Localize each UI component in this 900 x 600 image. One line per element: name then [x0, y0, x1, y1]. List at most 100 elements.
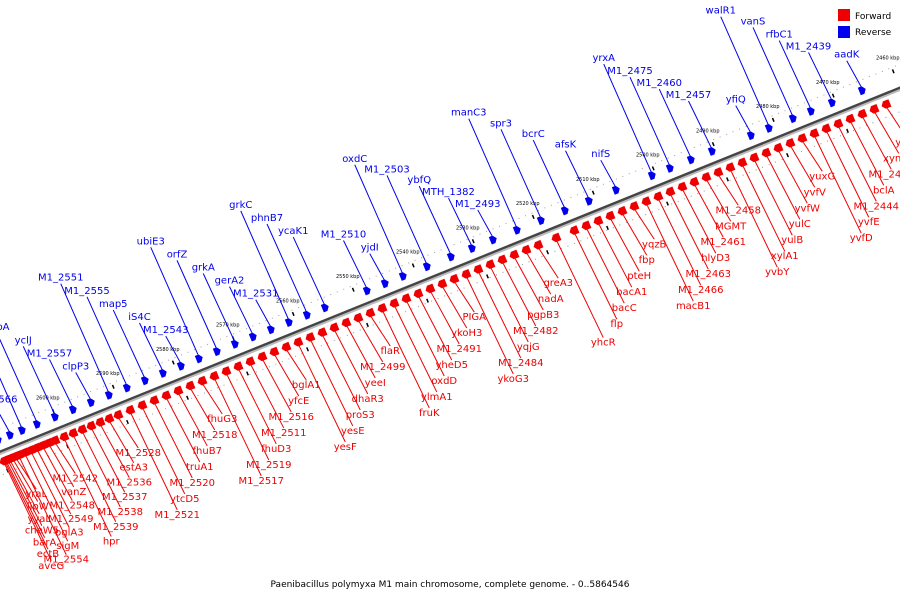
- tick-label: 2550 kbp: [336, 274, 360, 280]
- gene-arrow: [194, 354, 203, 364]
- reverse-gene-label: bcrC: [522, 129, 545, 140]
- reverse-gene-label: manC3: [451, 108, 487, 119]
- reverse-gene-label: yjdI: [361, 243, 379, 254]
- forward-gene-label: M1_2463: [686, 269, 731, 280]
- gene-arrow: [737, 157, 748, 168]
- gene-arrow: [473, 264, 484, 274]
- forward-gene-label: M1_2519: [246, 460, 291, 471]
- reverse-gene-label: M1_2503: [364, 164, 409, 175]
- gene-arrow: [104, 413, 115, 424]
- gene-leader: [91, 429, 126, 493]
- tick-mark: [711, 141, 715, 147]
- forward-gene-label: M1_2440: [869, 169, 900, 180]
- gene-leader: [214, 379, 262, 477]
- gene-leader: [118, 418, 139, 449]
- gene-leader: [418, 297, 453, 361]
- gene-leader: [250, 365, 285, 429]
- forward-gene-label: M1_2536: [107, 477, 152, 488]
- forward-gene-label: ylmA1: [421, 392, 453, 403]
- gene-arrow: [398, 272, 407, 281]
- forward-gene-label: bclA: [873, 185, 895, 196]
- gene-arrow: [665, 186, 676, 197]
- gene-leader: [502, 263, 537, 327]
- forward-gene-label: lipW: [27, 502, 49, 513]
- gene-arrow: [257, 351, 268, 362]
- forward-gene-label: xynX5: [883, 153, 900, 164]
- gene-leader: [382, 311, 430, 409]
- gene-arrow: [701, 172, 712, 182]
- gene-leader: [130, 413, 178, 511]
- forward-gene-label: flp: [610, 319, 623, 330]
- gene-leader: [778, 151, 808, 204]
- forward-gene-label: yvfD: [850, 233, 873, 244]
- gene-arrow: [521, 244, 532, 255]
- gene-arrow: [32, 420, 41, 429]
- gene-arrow: [512, 225, 521, 235]
- tick-mark-lower: [546, 250, 549, 255]
- tick-mark-lower: [186, 395, 189, 400]
- gene-leader: [142, 408, 186, 495]
- forward-gene-label: barA: [33, 538, 57, 549]
- tick-mark: [171, 360, 175, 365]
- gene-arrow: [536, 216, 545, 226]
- gene-leader: [25, 456, 69, 542]
- gene-arrow: [773, 142, 784, 153]
- tick-mark: [411, 263, 415, 268]
- gene-leader: [13, 461, 39, 502]
- tick-label: 2500 kbp: [636, 153, 660, 159]
- gene-arrow: [761, 147, 772, 158]
- axis-shadow: [0, 88, 900, 456]
- gene-arrow: [881, 99, 892, 109]
- tick-mark-lower: [306, 347, 309, 352]
- gene-arrow: [197, 375, 208, 386]
- gene-arrow: [581, 220, 592, 231]
- forward-gene-label: bacA1: [616, 287, 647, 298]
- reverse-gene-label: vanS: [741, 16, 766, 27]
- tick-label: 2480 kbp: [756, 104, 780, 110]
- forward-gene-label: PIGA: [462, 312, 486, 323]
- gene-arrow: [665, 164, 674, 173]
- gene-arrow: [212, 347, 221, 357]
- gene-leader: [454, 282, 475, 313]
- forward-gene-label: yvfW: [795, 203, 820, 214]
- gene-leader: [109, 422, 135, 463]
- chart-caption: Paenibacillus polymyxa M1 main chromosom…: [271, 580, 630, 590]
- reverse-gene-label: cbpA: [0, 322, 10, 333]
- gene-arrow: [365, 307, 376, 318]
- gene-leader: [598, 224, 633, 288]
- forward-gene-label: vanZ: [61, 487, 86, 498]
- axis-line: [0, 86, 900, 454]
- gene-arrow: [329, 322, 340, 333]
- gene-leader: [646, 205, 694, 302]
- tick-label: 2460 kbp: [876, 56, 900, 62]
- forward-gene-label: M1_2528: [116, 448, 161, 459]
- tick-mark: [111, 384, 115, 389]
- gene-arrow: [125, 404, 136, 415]
- forward-gene-label: fruK: [419, 408, 440, 419]
- tick-mark: [831, 93, 835, 98]
- gene-leader: [532, 139, 565, 207]
- gene-arrow: [185, 380, 196, 391]
- forward-gene-label: yulB: [781, 235, 803, 246]
- gene-leader: [406, 302, 445, 377]
- gene-arrow: [158, 369, 167, 378]
- gene-arrow: [485, 259, 496, 269]
- gene-leader: [742, 166, 786, 252]
- gene-arrow: [113, 409, 124, 420]
- tick-mark-lower: [126, 419, 129, 425]
- gene-arrow: [857, 108, 868, 119]
- gene-leader: [386, 175, 427, 263]
- tick-mark-lower: [486, 274, 489, 279]
- forward-gene-label: sigM: [56, 541, 79, 552]
- gene-leader: [850, 122, 885, 186]
- gene-arrow: [686, 155, 695, 165]
- gene-arrow: [95, 417, 106, 427]
- legend-reverse-label: Reverse: [855, 28, 892, 38]
- forward-gene-label: M1_2458: [716, 205, 761, 216]
- gene-arrow: [305, 332, 316, 342]
- gene-leader: [166, 399, 201, 463]
- gene-arrow: [641, 196, 652, 206]
- forward-gene-label: M1_2548: [50, 501, 95, 512]
- forward-gene-label: aveG: [38, 561, 64, 572]
- gene-leader: [477, 209, 493, 236]
